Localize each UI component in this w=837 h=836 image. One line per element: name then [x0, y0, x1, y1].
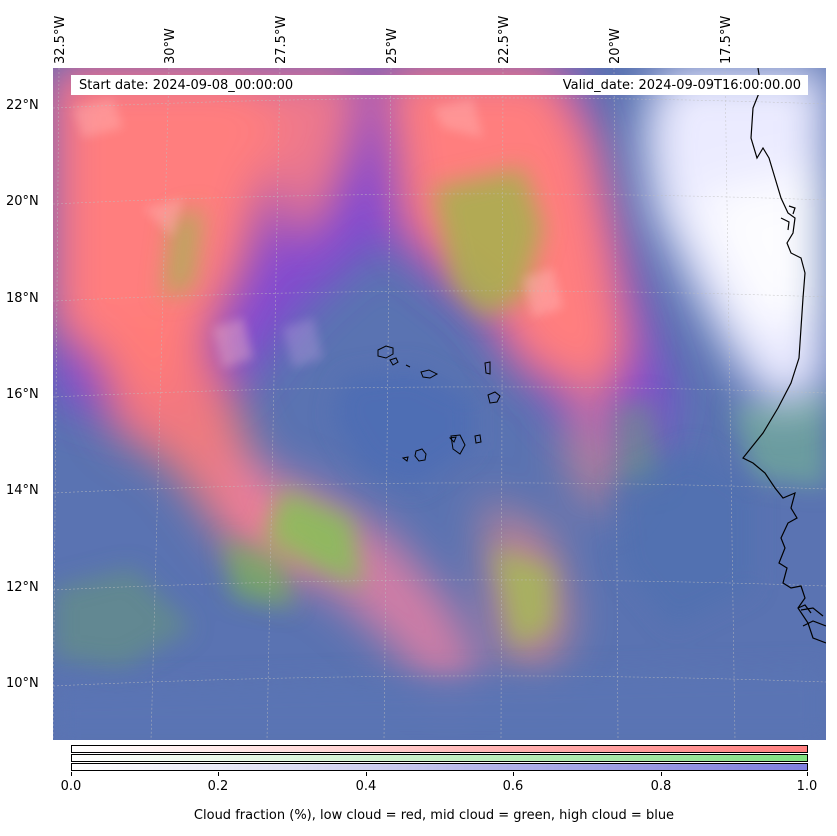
colorbar-tick-label: 0.4 [355, 779, 377, 794]
cloud-fraction-map [53, 68, 826, 740]
island [405, 364, 411, 368]
colorbar-title: Cloud fraction (%), low cloud = red, mid… [193, 808, 675, 823]
gridline-lon [266, 68, 281, 740]
gridline-lon [150, 68, 170, 740]
colorbar-tick [661, 772, 662, 776]
island [414, 448, 427, 462]
island [450, 434, 466, 455]
lat-label-22n: 22°N [6, 98, 39, 113]
coastline [800, 607, 824, 617]
start-date-label: Start date: 2024-09-08_00:00:00 [79, 78, 294, 93]
lat-label-10n: 10°N [6, 676, 39, 691]
island [420, 369, 439, 379]
colorbar-tick [218, 772, 219, 776]
island [377, 345, 394, 359]
island [484, 361, 491, 375]
gridline-lon [53, 68, 60, 740]
island [474, 434, 482, 444]
colorbar-high-cloud [71, 763, 808, 771]
gridline-lon [383, 68, 392, 740]
colorbar-tick-label: 0.8 [650, 779, 672, 794]
mid-cloud-regions [53, 168, 826, 668]
lat-label-14n: 14°N [6, 483, 39, 498]
colorbar-low-cloud [71, 745, 808, 753]
gridline-lon [613, 68, 619, 740]
coastline-africa [742, 68, 826, 644]
map-canvas [53, 68, 826, 740]
coastline [802, 620, 826, 627]
date-label-background [71, 75, 808, 95]
lat-label-20n: 20°N [6, 194, 39, 209]
coastline [742, 68, 826, 644]
lon-label-27-5w: 27.5°W [274, 15, 289, 64]
colorbar-tick-label: 0.6 [502, 779, 524, 794]
valid-date-label: Valid_date: 2024-09-09T16:00:00.00 [562, 78, 801, 93]
coastline [788, 205, 796, 215]
colorbar-tick [807, 772, 808, 776]
gridlines [53, 68, 826, 740]
lat-label-16n: 16°N [6, 387, 39, 402]
colorbar-tick-label: 0.2 [207, 779, 229, 794]
clear-sky-region [643, 68, 826, 408]
gridline-lon [500, 68, 504, 740]
cape-verde-islands [377, 345, 501, 462]
coastline [797, 604, 812, 614]
colorbar-tick-label: 0.0 [60, 779, 82, 794]
lon-label-32-5w: 32.5°W [53, 15, 68, 64]
colorbar-tick [366, 772, 367, 776]
lat-label-12n: 12°N [6, 580, 39, 595]
lon-label-20w: 20°W [608, 28, 623, 64]
colorbar-tick-label: 1.0 [796, 779, 818, 794]
lon-label-25w: 25°W [385, 28, 400, 64]
lon-label-22-5w: 22.5°W [497, 15, 512, 64]
lat-label-18n: 18°N [6, 291, 39, 306]
cloud-texture [73, 98, 563, 368]
island [401, 456, 409, 462]
gridline-lon [724, 68, 736, 740]
colorbar-tick [513, 772, 514, 776]
island [487, 391, 501, 404]
colorbar-mid-cloud [71, 754, 808, 762]
colorbar [71, 745, 808, 772]
lon-label-30w: 30°W [163, 28, 178, 64]
colorbar-tick [71, 772, 72, 776]
lon-label-17-5w: 17.5°W [719, 15, 734, 64]
coastline [780, 217, 790, 231]
island [389, 357, 399, 366]
